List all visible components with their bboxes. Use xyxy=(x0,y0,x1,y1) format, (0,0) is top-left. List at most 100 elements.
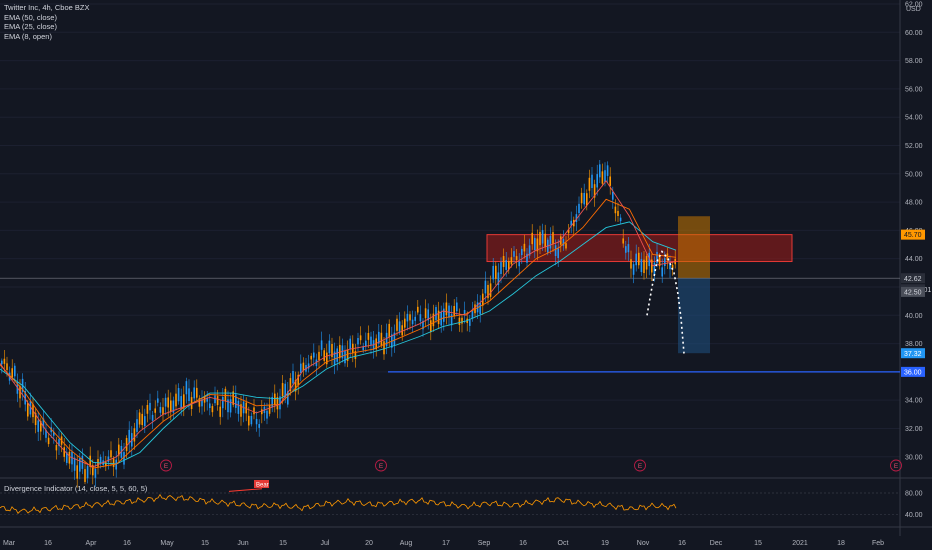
candle-body xyxy=(6,363,8,370)
time-axis[interactable]: Mar 16 Apr 16 May 15 Jun 15 Jul 20 Aug 17 Sep 16 Oct 19… xyxy=(3,540,884,547)
candle-body xyxy=(487,284,489,299)
candle-body xyxy=(3,358,6,364)
last-price-label-bg xyxy=(901,273,925,284)
candle-body xyxy=(1,360,3,365)
candle-body xyxy=(105,462,107,467)
candle-body xyxy=(318,351,320,360)
candle-body xyxy=(37,420,39,432)
candle-body xyxy=(89,455,91,468)
indicator-ema8[interactable]: EMA (8, open) xyxy=(4,31,52,41)
candle-body xyxy=(515,256,518,261)
candle-body xyxy=(219,406,221,417)
earnings-marker xyxy=(160,459,172,472)
candle-body xyxy=(417,306,419,313)
candle-body xyxy=(664,258,666,267)
candle-body xyxy=(274,393,276,406)
candle-body xyxy=(497,272,500,286)
candle-body xyxy=(201,399,203,407)
candle-body xyxy=(638,252,640,266)
candle-body xyxy=(79,458,81,472)
time-tick: 15 xyxy=(754,540,762,547)
candle-body xyxy=(146,405,149,414)
candle-body xyxy=(237,400,240,414)
candle-body xyxy=(336,348,338,362)
support-price-label: 36.00 xyxy=(904,369,922,376)
candle-body xyxy=(40,421,42,432)
candle-body xyxy=(211,406,214,413)
time-tick: 17 xyxy=(442,540,450,547)
candle-body xyxy=(651,259,653,273)
candle-body xyxy=(404,318,406,328)
candle-body xyxy=(157,398,159,403)
time-tick: Aug xyxy=(400,540,413,547)
candle-body xyxy=(544,233,546,248)
position-risk-box xyxy=(678,216,710,279)
indicator-ema25[interactable]: EMA (25, close) xyxy=(4,22,57,32)
candle-body xyxy=(92,465,94,476)
symbol-title[interactable]: Twitter Inc, 4h, Cboe BZX xyxy=(4,3,90,12)
mid-price-label-bg xyxy=(901,286,925,297)
time-tick: Apr xyxy=(86,540,98,547)
price-tick: 62.00 xyxy=(905,2,923,9)
candle-body xyxy=(492,265,494,280)
oscillator-title[interactable]: Divergence Indicator (14, close, 5, 5, 6… xyxy=(4,484,148,493)
candle-body xyxy=(401,325,403,336)
candle-body xyxy=(266,410,268,419)
candle-body xyxy=(198,398,201,407)
price-tick: 52.00 xyxy=(905,143,923,150)
candle-body xyxy=(359,335,362,341)
candle-body xyxy=(508,261,510,270)
candle-body xyxy=(107,456,110,463)
candle-body xyxy=(159,406,162,413)
ema-line-2 xyxy=(0,180,677,468)
candle-body xyxy=(583,192,585,205)
candle-body xyxy=(333,351,336,365)
candle-body xyxy=(289,378,292,392)
price-tick: 34.00 xyxy=(905,398,923,405)
divergence-indicator-pane: 40.00 80.00 Bear xyxy=(0,480,923,519)
candle-body xyxy=(593,184,596,198)
candle-body xyxy=(11,368,13,378)
candle-body xyxy=(619,217,622,222)
candle-body xyxy=(128,429,130,444)
candle-body xyxy=(248,415,250,426)
price-tick: 60.00 xyxy=(905,30,923,37)
price-tick: 44.00 xyxy=(905,256,923,263)
indicator-ema50[interactable]: EMA (50, close) xyxy=(4,12,57,22)
candle-body xyxy=(388,323,390,338)
candle-body xyxy=(328,340,331,354)
candle-body xyxy=(549,235,552,249)
time-tick: 16 xyxy=(123,540,131,547)
candle-body xyxy=(29,401,32,415)
candle-body xyxy=(378,331,380,344)
candle-body xyxy=(567,229,570,234)
position-target-box xyxy=(678,278,710,354)
candle-body xyxy=(596,174,598,188)
candle-body xyxy=(609,176,611,186)
candle-body xyxy=(27,403,29,417)
currency-label: USD xyxy=(906,6,921,13)
candle-body xyxy=(385,332,388,347)
candle-body xyxy=(276,397,279,410)
candle-body xyxy=(136,419,138,432)
candle-body xyxy=(86,466,89,479)
candle-body xyxy=(331,343,333,357)
candle-body xyxy=(344,350,346,364)
candle-body xyxy=(112,458,115,467)
candle-body xyxy=(500,262,502,274)
candle-body xyxy=(656,251,658,264)
candle-body xyxy=(141,413,143,425)
earnings-marker-label: E xyxy=(164,463,169,470)
candle-body xyxy=(432,313,435,327)
candle-body xyxy=(180,396,182,410)
candle-body xyxy=(34,412,37,426)
earnings-marker-label: E xyxy=(894,463,899,470)
candle-body xyxy=(393,332,396,346)
candle-body xyxy=(58,439,60,447)
chart-legend: Twitter Inc, 4h, Cboe BZX EMA (50, close… xyxy=(4,3,89,41)
candle-body xyxy=(115,459,117,470)
candle-body xyxy=(635,253,637,266)
candle-body xyxy=(185,381,188,395)
